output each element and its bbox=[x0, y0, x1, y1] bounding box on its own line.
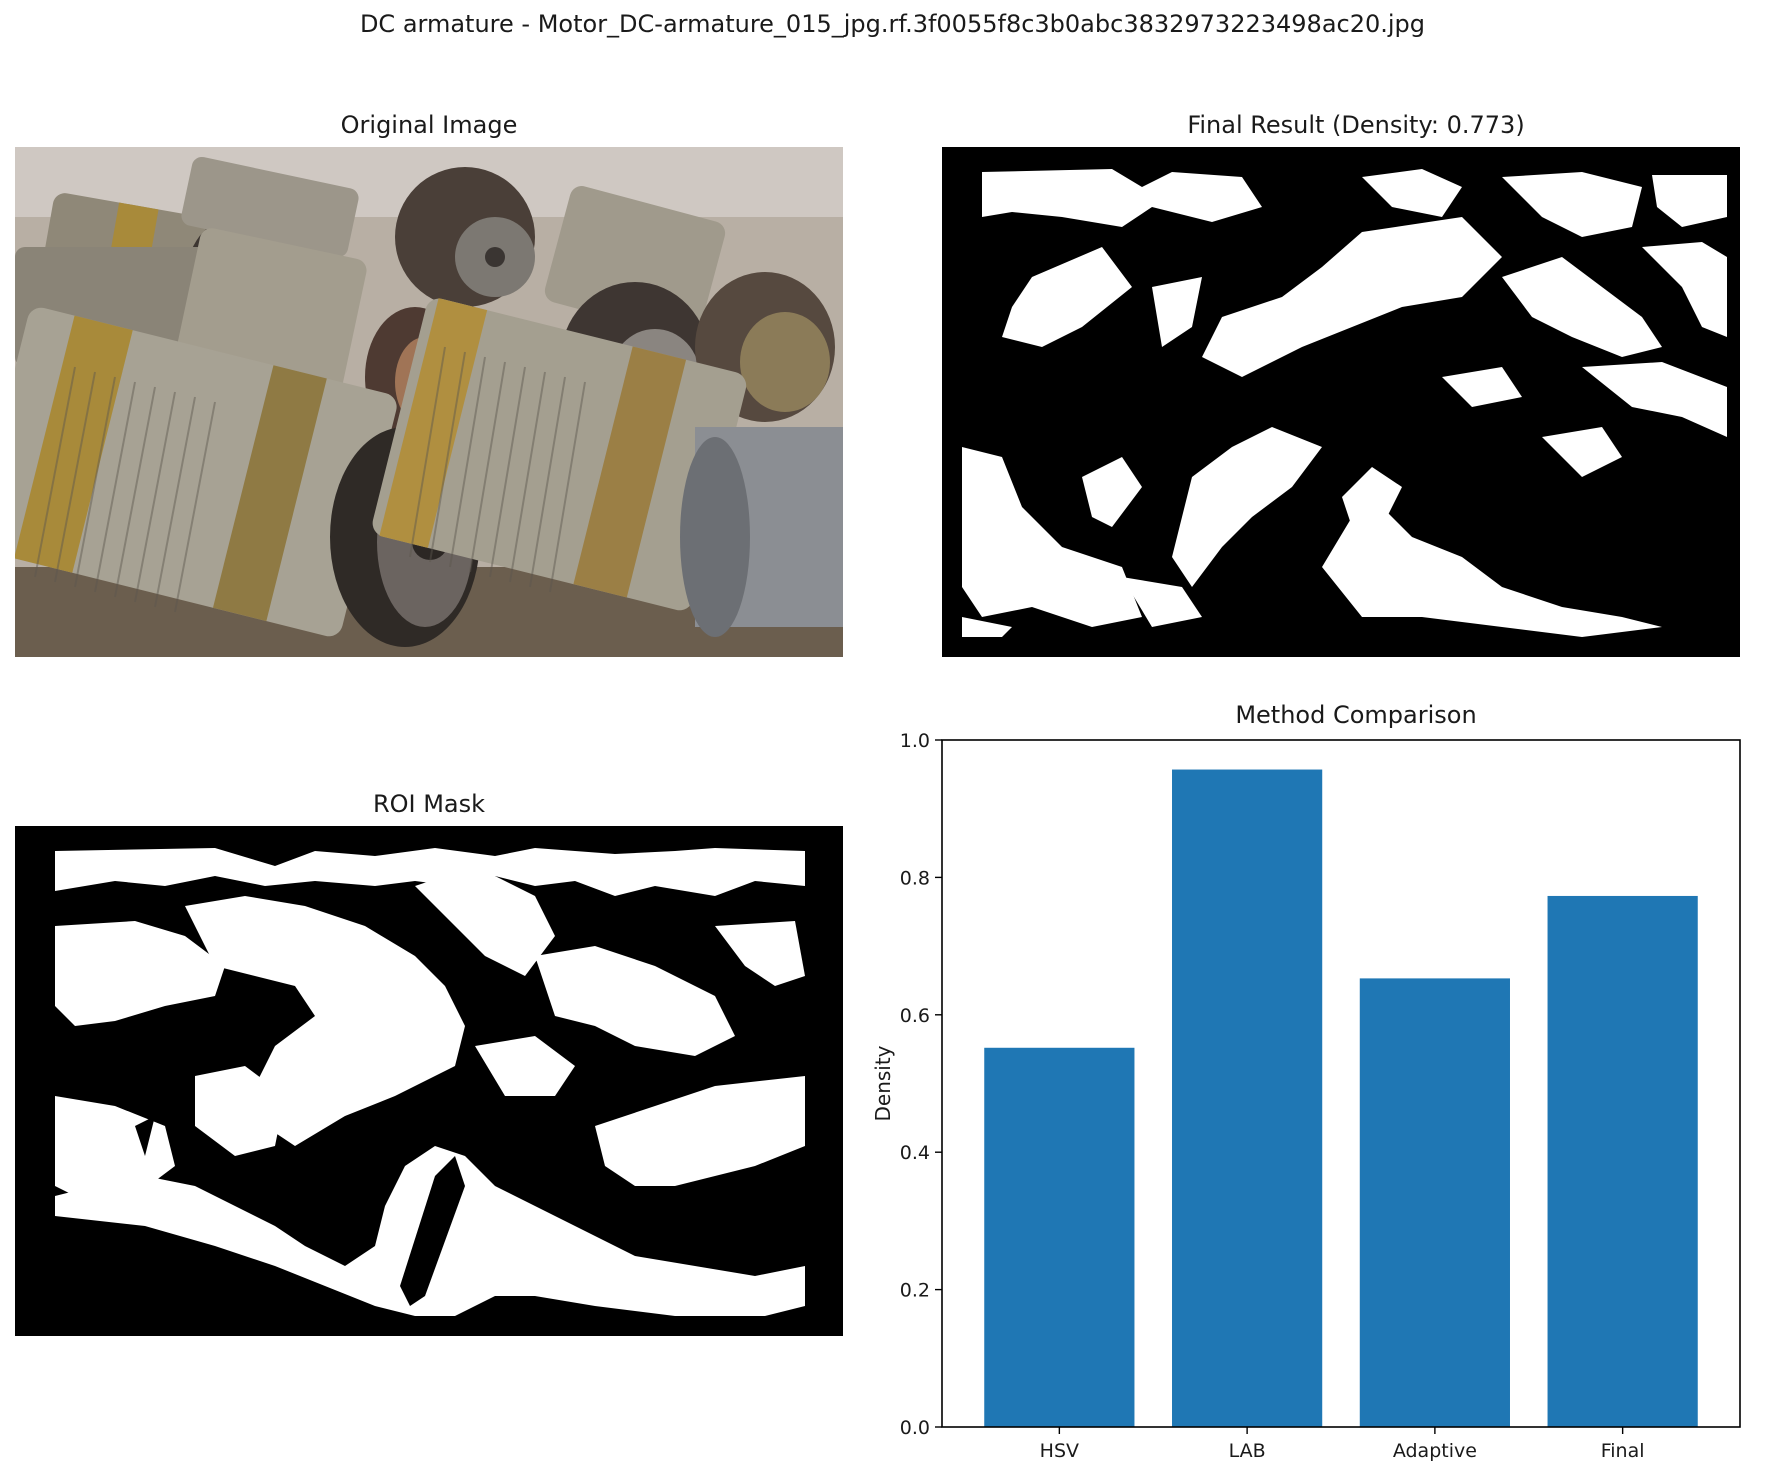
y-tick-label: 0.4 bbox=[900, 1142, 930, 1164]
y-axis-label: Density bbox=[871, 1045, 895, 1121]
y-tick-label: 0.8 bbox=[900, 867, 930, 889]
bar-final bbox=[1547, 895, 1698, 1427]
original-image-drawing bbox=[15, 147, 843, 657]
method-comparison-chart: 0.0 0.2 0.4 0.6 0.8 1.0 HSV LAB Adaptive Final D… bbox=[871, 725, 1780, 1475]
bar-chart-svg: 0.0 0.2 0.4 0.6 0.8 1.0 HSV LAB Adaptive Final D… bbox=[871, 730, 1741, 1462]
armature-slot-texture bbox=[34, 346, 586, 613]
bar-group bbox=[984, 769, 1698, 1427]
x-tick-label: LAB bbox=[1229, 1440, 1266, 1462]
final-result-mask-drawing bbox=[942, 147, 1740, 657]
roi-mask bbox=[15, 826, 843, 1336]
x-axis-ticks: HSV LAB Adaptive Final bbox=[1040, 1427, 1645, 1462]
y-tick-label: 0.2 bbox=[900, 1280, 930, 1302]
original-image-title: Original Image bbox=[340, 111, 518, 139]
x-tick-label: HSV bbox=[1040, 1440, 1079, 1462]
plot-frame bbox=[941, 739, 1741, 1428]
original-image bbox=[15, 147, 843, 657]
x-tick-label: Final bbox=[1601, 1440, 1645, 1462]
y-tick-label: 0.0 bbox=[900, 1417, 930, 1439]
figure-title: DC armature - Motor_DC-armature_015_jpg.… bbox=[359, 10, 1426, 38]
armature-front-right bbox=[372, 298, 843, 637]
y-tick-label: 1.0 bbox=[900, 730, 930, 752]
final-result-title: Final Result (Density: 0.773) bbox=[1187, 111, 1525, 139]
roi-mask-drawing bbox=[15, 826, 843, 1336]
method-comparison-title: Method Comparison bbox=[1235, 701, 1477, 729]
roi-mask-title: ROI Mask bbox=[372, 790, 486, 818]
final-result-mask bbox=[942, 147, 1740, 657]
y-tick-label: 0.6 bbox=[900, 1005, 930, 1027]
bar-adaptive bbox=[1359, 978, 1510, 1427]
bar-lab bbox=[1172, 769, 1323, 1427]
y-axis-ticks: 0.0 0.2 0.4 0.6 0.8 1.0 bbox=[900, 730, 942, 1439]
x-tick-label: Adaptive bbox=[1393, 1440, 1477, 1462]
bar-hsv bbox=[984, 1047, 1135, 1427]
